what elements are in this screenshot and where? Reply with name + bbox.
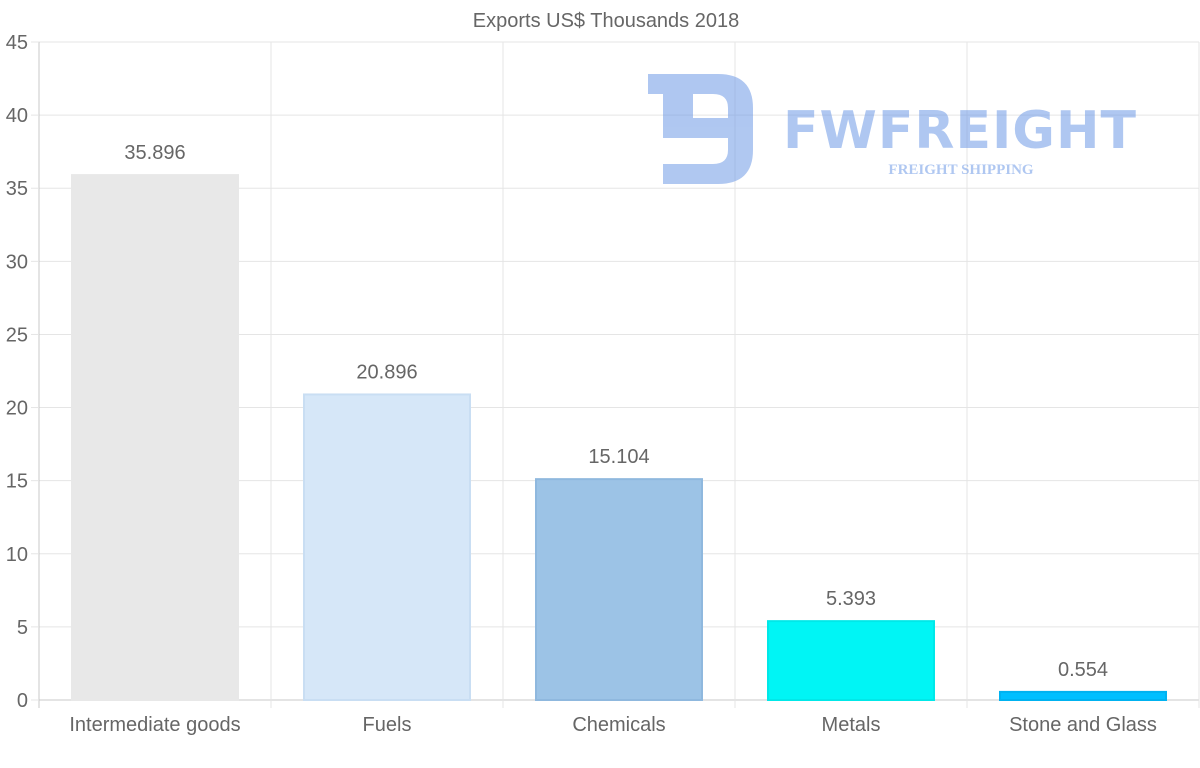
bar-value-label: 20.896 [356,361,417,383]
bar[interactable] [767,620,935,701]
bars [71,174,1167,702]
bar-value-label: 5.393 [826,588,876,610]
y-tick-label: 45 [6,32,28,54]
x-tick-label: Metals [822,714,881,736]
watermark-tagline-text: FREIGHT SHIPPING [888,162,1033,178]
y-tick-label: 30 [6,251,28,273]
bar[interactable] [535,478,703,702]
y-tick-label: 35 [6,178,28,200]
bar-value-label: 35.896 [124,142,185,164]
axes: 0 5 10 15 20 25 30 35 40 45 Intermediate goods Fuel… [6,32,1157,736]
y-tick-label: 10 [6,544,28,566]
y-tick-label: 25 [6,324,28,346]
y-tick-label: 20 [6,398,28,420]
y-tick-label: 0 [17,690,28,712]
data-labels: 35.896 20.896 15.104 5.393 0.554 [124,142,1108,681]
x-tick-label: Stone and Glass [1009,714,1157,736]
y-tick-label: 40 [6,105,28,127]
bar[interactable] [999,690,1167,702]
bar-value-label: 0.554 [1058,659,1108,681]
y-tick-label: 5 [17,617,28,639]
fwfreight-logo-icon [648,74,753,184]
bar[interactable] [303,393,471,701]
x-tick-label: Intermediate goods [69,714,240,736]
x-tick-label: Fuels [363,714,412,736]
bar[interactable] [71,174,239,701]
chart-title: Exports US$ Thousands 2018 [473,10,739,32]
watermark-brand-text: FWFREIGHT [783,101,1137,161]
bar-value-label: 15.104 [588,446,649,468]
x-tick-label: Chemicals [572,714,665,736]
y-tick-label: 15 [6,471,28,493]
watermark: FWFREIGHT FREIGHT SHIPPING [648,74,1137,184]
